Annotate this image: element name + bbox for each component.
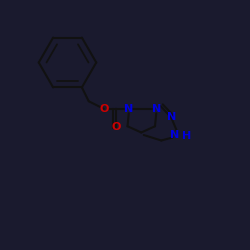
Text: H: H (182, 131, 191, 141)
Text: N: N (152, 104, 161, 114)
Text: N: N (124, 104, 134, 114)
Text: N: N (170, 130, 179, 140)
Text: O: O (99, 104, 108, 114)
Text: N: N (166, 112, 176, 122)
Text: O: O (112, 122, 121, 132)
